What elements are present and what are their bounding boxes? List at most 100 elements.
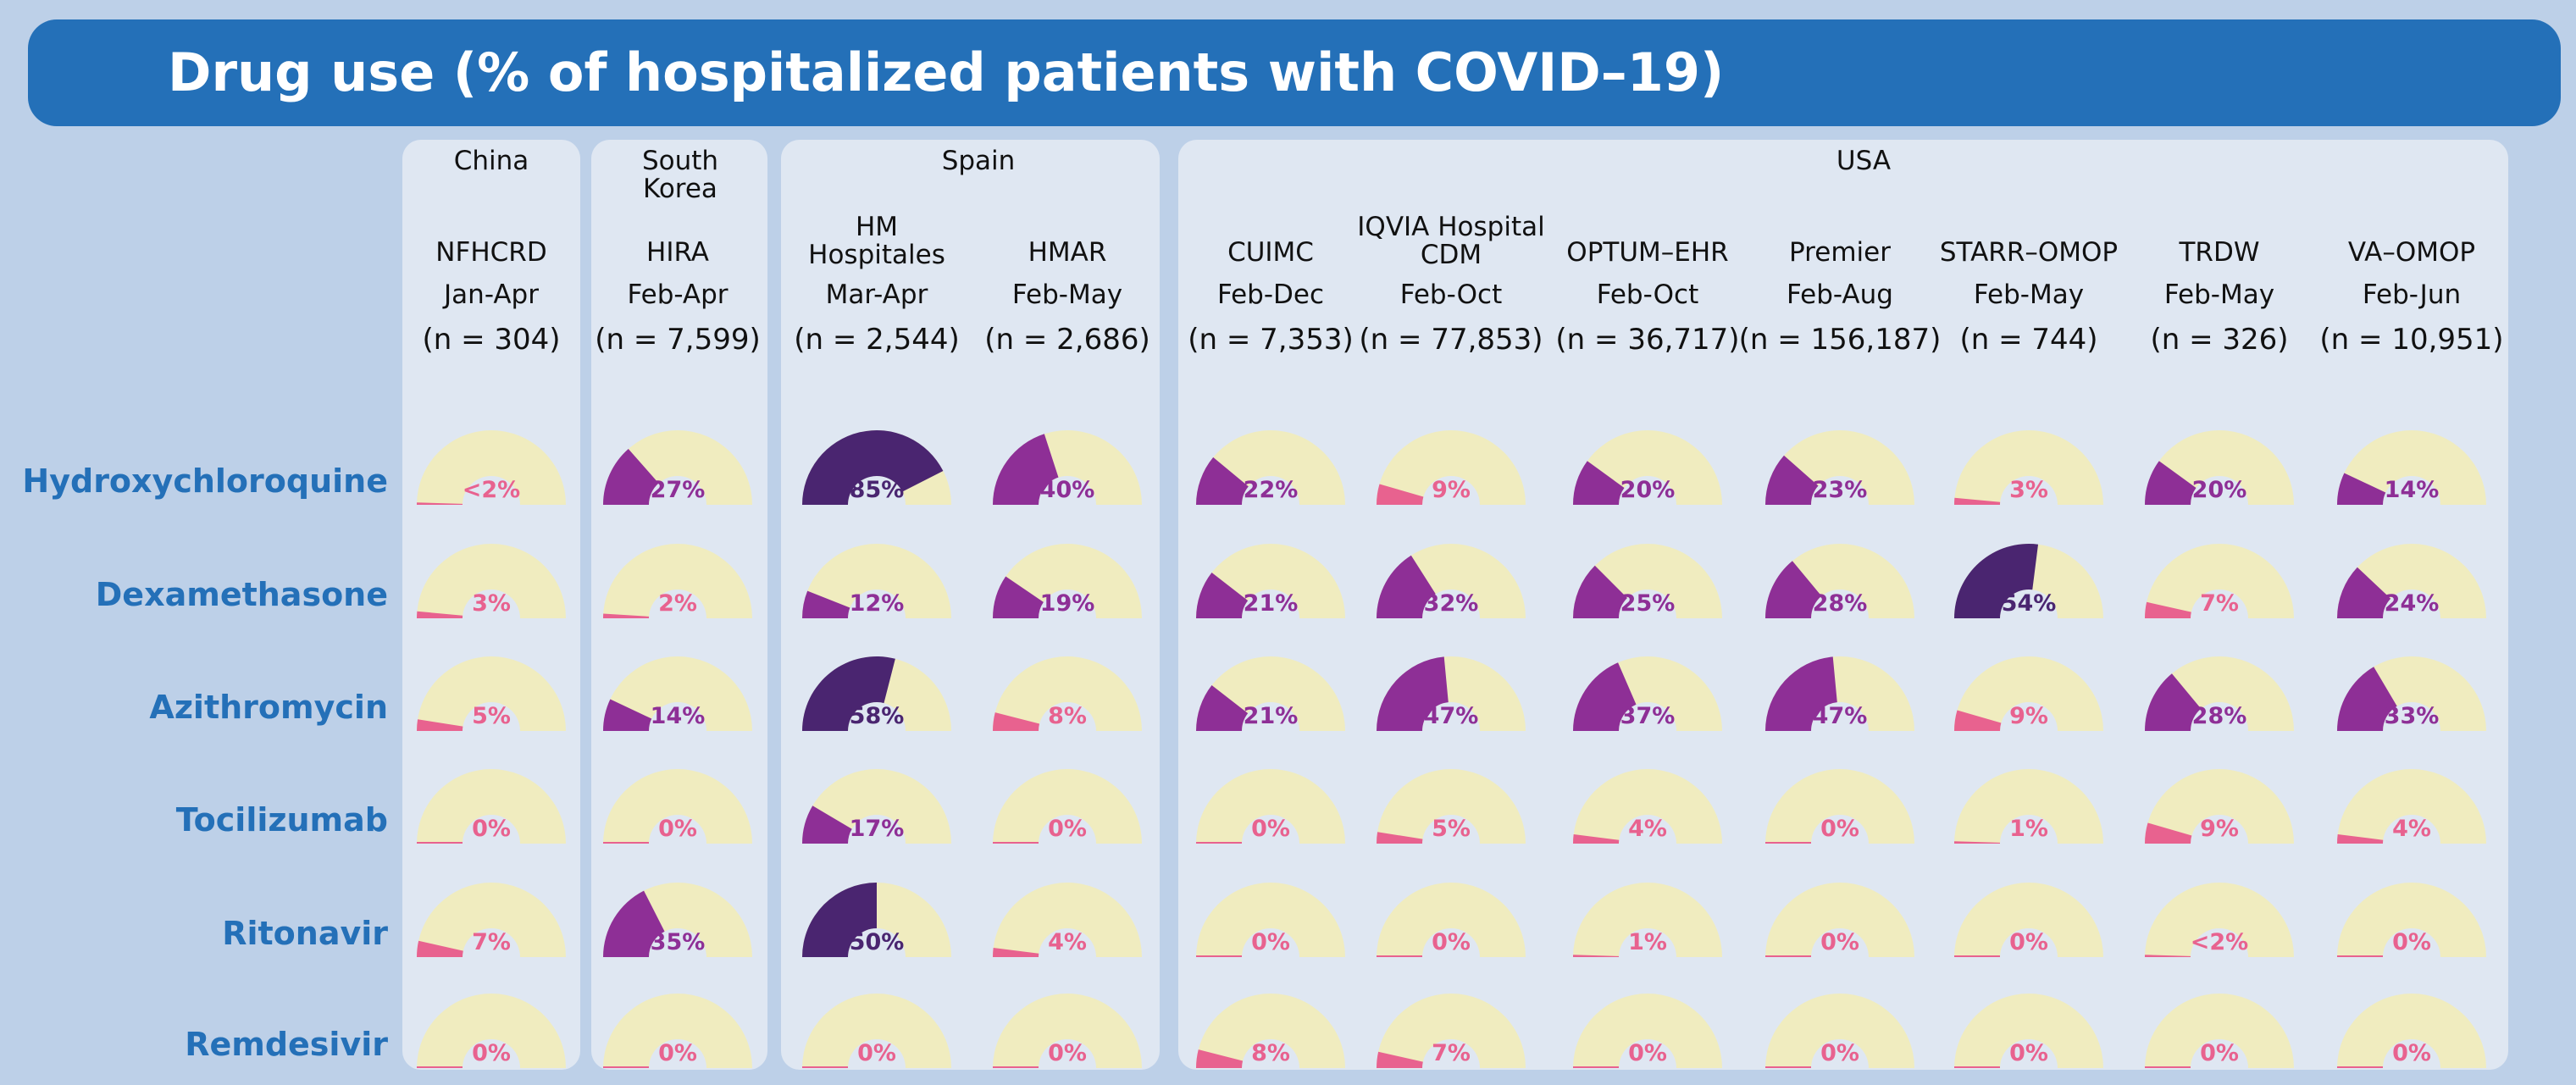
gauge-svg — [993, 430, 1142, 505]
country-label: Spain — [941, 146, 1016, 176]
gauge-azithromycin-7 — [1762, 653, 1918, 734]
database-name: Premier — [1789, 237, 1891, 268]
gauge-value-label: 33% — [2384, 703, 2440, 729]
gauge-fill — [1196, 1049, 1244, 1068]
country-label: South Korea — [641, 146, 719, 204]
gauge-svg — [993, 769, 1142, 844]
gauge-value-label: 2% — [658, 590, 697, 617]
gauge-dexamethasone-9 — [2141, 540, 2297, 622]
gauge-azithromycin-2 — [799, 653, 955, 734]
sample-size: (n = 36,717) — [1555, 323, 1740, 357]
gauge-svg — [802, 544, 951, 618]
gauge-svg — [1572, 883, 1722, 957]
gauge-track — [2145, 544, 2294, 618]
gauge-fill — [416, 502, 463, 505]
gauge-fill — [417, 940, 463, 957]
gauge-ritonavir-6 — [1570, 879, 1726, 960]
gauge-tocilizumab-6 — [1570, 766, 1726, 847]
gauge-svg — [417, 769, 566, 844]
gauge-svg — [1954, 656, 2103, 731]
gauge-track — [417, 883, 566, 957]
gauge-fill — [1573, 662, 1637, 731]
gauge-svg — [417, 883, 566, 957]
gauge-track — [1196, 883, 1345, 957]
gauge-svg — [603, 994, 752, 1068]
gauge-value-label: 0% — [1820, 1040, 1859, 1066]
gauge-track — [603, 656, 752, 731]
gauge-tocilizumab-0 — [413, 766, 569, 847]
gauge-ritonavir-9 — [2141, 879, 2297, 960]
gauge-hydroxychloroquine-8 — [1951, 427, 2107, 508]
gauge-svg — [1765, 994, 1914, 1068]
gauge-track — [1954, 883, 2103, 957]
gauge-fill — [802, 590, 850, 618]
gauge-svg — [1573, 656, 1722, 731]
gauge-azithromycin-6 — [1570, 653, 1726, 734]
gauge-azithromycin-1 — [600, 653, 756, 734]
gauge-value-label: 28% — [1812, 590, 1868, 617]
gauge-fill — [417, 719, 463, 731]
gauge-hydroxychloroquine-0 — [413, 427, 569, 508]
gauge-value-label: 85% — [849, 477, 905, 503]
gauge-svg — [1954, 769, 2103, 844]
gauge-track — [993, 769, 1142, 844]
gauge-svg — [1573, 994, 1722, 1068]
study-period: Feb-Oct — [1596, 280, 1699, 310]
gauge-remdesivir-0 — [413, 990, 569, 1071]
gauge-fill — [2337, 833, 2384, 844]
gauge-fill — [1377, 1051, 1423, 1068]
sample-size: (n = 2,544) — [794, 323, 960, 357]
gauge-fill — [1377, 555, 1436, 618]
gauge-fill — [1196, 685, 1249, 731]
gauge-value-label: 50% — [849, 929, 905, 955]
gauge-svg — [603, 656, 752, 731]
gauge-svg — [993, 656, 1142, 731]
gauge-dexamethasone-4 — [1193, 540, 1349, 622]
gauge-value-label: 12% — [849, 590, 905, 617]
drug-label: Dexamethasone — [95, 576, 388, 613]
gauge-fill — [2337, 473, 2386, 505]
gauge-value-label: 17% — [849, 816, 905, 842]
gauge-value-label: 47% — [1812, 703, 1868, 729]
gauge-value-label: 0% — [472, 816, 511, 842]
gauge-track — [417, 656, 566, 731]
gauge-hydroxychloroquine-1 — [600, 427, 756, 508]
gauge-track — [802, 994, 951, 1068]
gauge-track — [417, 994, 566, 1068]
gauge-value-label: 28% — [2191, 703, 2247, 729]
country-label: China — [453, 146, 529, 176]
sample-size: (n = 304) — [422, 323, 561, 357]
gauge-ritonavir-2 — [799, 879, 955, 960]
gauge-value-label: 1% — [1628, 929, 1667, 955]
gauge-fill — [1573, 833, 1620, 844]
gauge-value-label: 21% — [1243, 703, 1299, 729]
gauge-value-label: 7% — [1432, 1040, 1471, 1066]
sample-size: (n = 156,187) — [1738, 323, 1942, 357]
gauge-dexamethasone-1 — [600, 540, 756, 622]
gauge-hydroxychloroquine-4 — [1193, 427, 1349, 508]
gauge-value-label: 4% — [1048, 929, 1087, 955]
gauge-track — [1377, 769, 1526, 844]
gauge-svg — [1954, 543, 2103, 618]
gauge-svg — [603, 544, 752, 618]
gauge-value-label: 0% — [1251, 929, 1290, 955]
gauge-value-label: 27% — [650, 477, 706, 503]
gauge-svg — [417, 656, 566, 731]
study-period: Mar-Apr — [825, 280, 928, 310]
gauge-svg — [802, 656, 951, 731]
gauge-value-label: 22% — [1243, 477, 1299, 503]
gauge-svg — [2145, 544, 2294, 618]
gauge-fill — [993, 947, 1039, 957]
gauge-fill — [993, 712, 1040, 731]
gauge-value-label: 8% — [1251, 1040, 1290, 1066]
gauge-fill — [417, 611, 463, 618]
gauge-dexamethasone-10 — [2334, 540, 2490, 622]
gauge-fill — [1377, 832, 1423, 844]
gauge-fill — [1765, 656, 1837, 731]
gauge-value-label: 24% — [2384, 590, 2440, 617]
gauge-value-label: 4% — [1628, 816, 1667, 842]
study-period: Feb-Oct — [1399, 280, 1503, 310]
gauge-svg — [802, 769, 951, 844]
gauge-dexamethasone-3 — [989, 540, 1145, 622]
gauge-fill — [993, 434, 1059, 505]
